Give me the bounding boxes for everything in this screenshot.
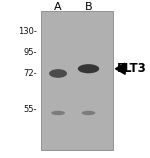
Text: 55-: 55-: [24, 105, 37, 114]
Ellipse shape: [51, 111, 65, 115]
Text: B: B: [85, 2, 92, 12]
Text: 72-: 72-: [24, 69, 37, 78]
Bar: [42, 11, 113, 150]
Text: A: A: [54, 2, 62, 12]
Ellipse shape: [49, 69, 67, 78]
Text: 95-: 95-: [24, 48, 37, 57]
FancyArrow shape: [116, 63, 125, 74]
Text: FLT3: FLT3: [117, 62, 147, 75]
Ellipse shape: [78, 64, 99, 73]
Text: 130-: 130-: [18, 27, 37, 36]
Ellipse shape: [82, 111, 95, 115]
